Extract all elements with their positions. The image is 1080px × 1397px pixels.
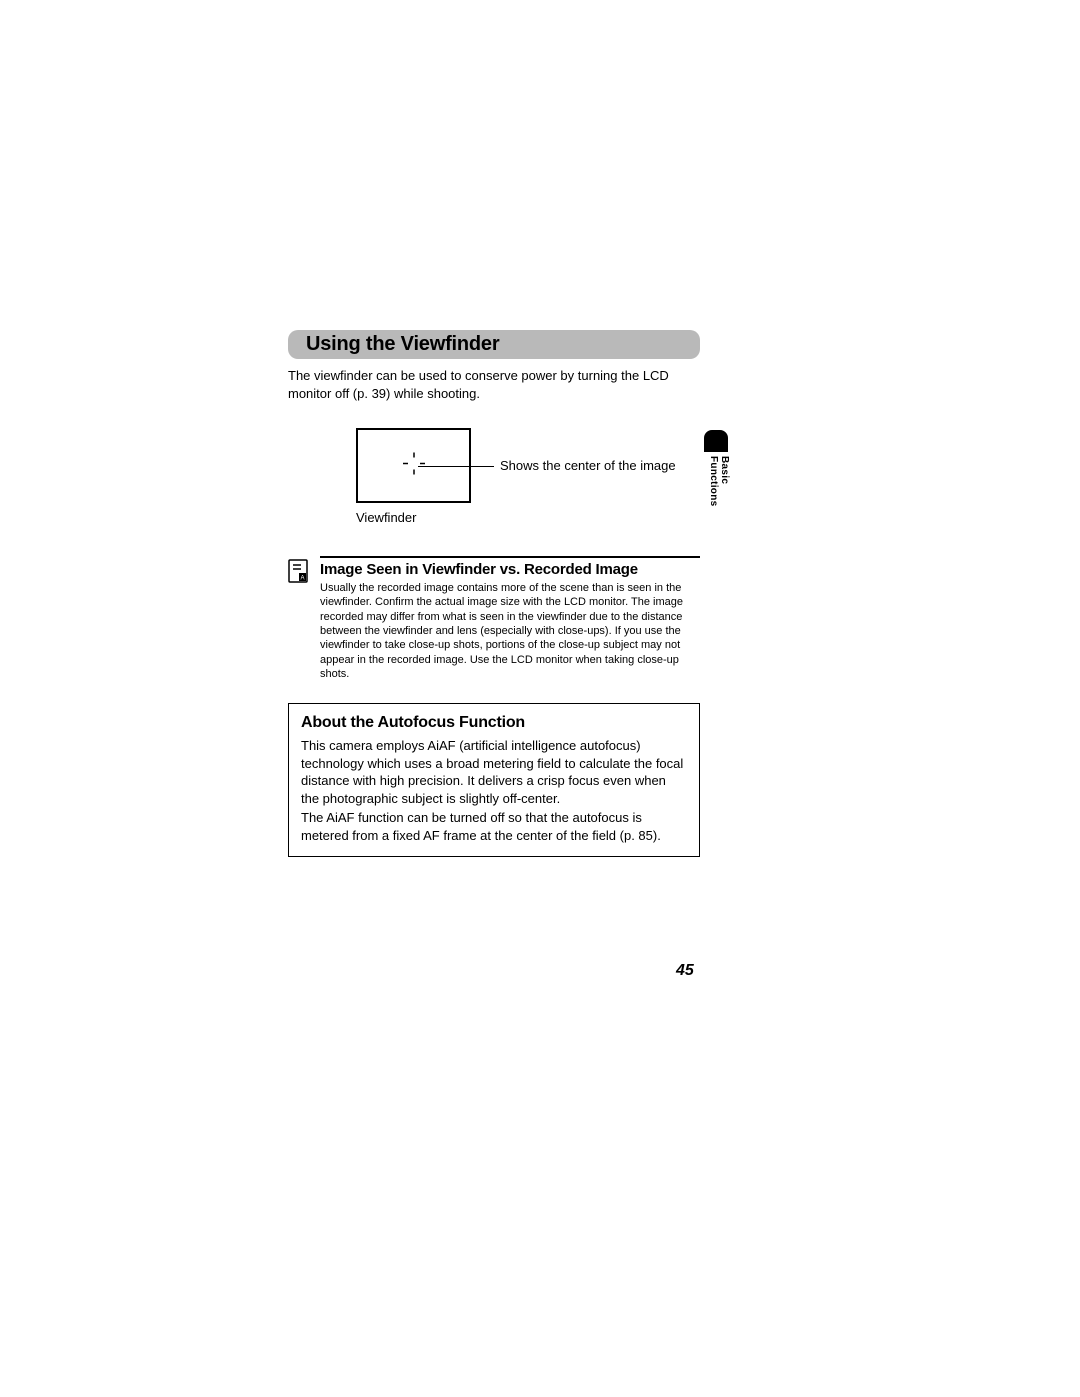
svg-text:A: A (300, 576, 304, 582)
viewfinder-diagram: Shows the center of the image Viewfinder (288, 428, 700, 538)
info-note: A Image Seen in Viewfinder vs. Recorded … (288, 556, 700, 681)
section-header: Using the Viewfinder (288, 330, 700, 359)
page-number: 45 (676, 962, 694, 980)
content-area: Using the Viewfinder The viewfinder can … (288, 330, 700, 857)
note-icon: A (288, 559, 310, 588)
box-paragraph-1: This camera employs AiAF (artificial int… (301, 737, 687, 807)
note-body: Image Seen in Viewfinder vs. Recorded Im… (320, 556, 700, 681)
autofocus-box: About the Autofocus Function This camera… (288, 703, 700, 857)
intro-text: The viewfinder can be used to conserve p… (288, 367, 700, 402)
callout-line (418, 466, 494, 467)
center-caption: Shows the center of the image (500, 458, 676, 473)
tab-marker (704, 430, 728, 452)
section-tab: Basic Functions (704, 430, 728, 534)
tab-label: Basic Functions (708, 456, 730, 534)
box-title: About the Autofocus Function (301, 714, 687, 732)
viewfinder-label: Viewfinder (356, 510, 416, 525)
note-title: Image Seen in Viewfinder vs. Recorded Im… (320, 556, 700, 578)
note-text: Usually the recorded image contains more… (320, 581, 700, 681)
box-paragraph-2: The AiAF function can be turned off so t… (301, 809, 687, 844)
page: Using the Viewfinder The viewfinder can … (0, 0, 1080, 1397)
